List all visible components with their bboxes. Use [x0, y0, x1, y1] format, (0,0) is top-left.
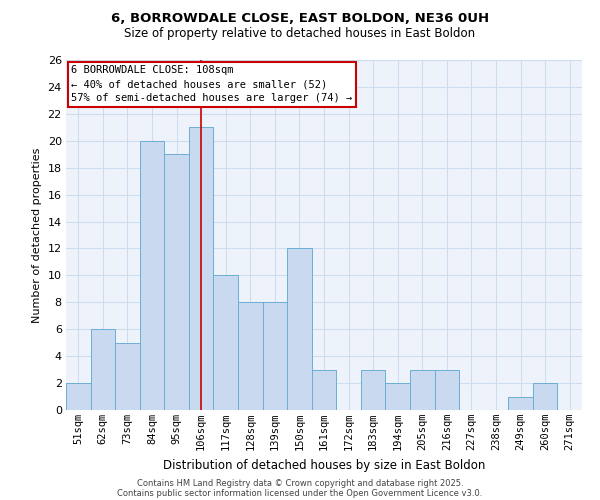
Bar [385, 383, 410, 410]
Bar [189, 128, 214, 410]
Bar [263, 302, 287, 410]
Bar [238, 302, 263, 410]
Bar [508, 396, 533, 410]
Bar [410, 370, 434, 410]
Bar [214, 276, 238, 410]
Bar [115, 342, 140, 410]
Bar [164, 154, 189, 410]
Text: 6 BORROWDALE CLOSE: 108sqm
← 40% of detached houses are smaller (52)
57% of semi: 6 BORROWDALE CLOSE: 108sqm ← 40% of deta… [71, 66, 352, 104]
Bar [361, 370, 385, 410]
Bar [91, 329, 115, 410]
Bar [533, 383, 557, 410]
X-axis label: Distribution of detached houses by size in East Boldon: Distribution of detached houses by size … [163, 458, 485, 471]
Text: Size of property relative to detached houses in East Boldon: Size of property relative to detached ho… [124, 28, 476, 40]
Bar [66, 383, 91, 410]
Y-axis label: Number of detached properties: Number of detached properties [32, 148, 42, 322]
Text: 6, BORROWDALE CLOSE, EAST BOLDON, NE36 0UH: 6, BORROWDALE CLOSE, EAST BOLDON, NE36 0… [111, 12, 489, 26]
Bar [312, 370, 336, 410]
Bar [287, 248, 312, 410]
Bar [434, 370, 459, 410]
Text: Contains HM Land Registry data © Crown copyright and database right 2025.: Contains HM Land Registry data © Crown c… [137, 478, 463, 488]
Text: Contains public sector information licensed under the Open Government Licence v3: Contains public sector information licen… [118, 488, 482, 498]
Bar [140, 141, 164, 410]
